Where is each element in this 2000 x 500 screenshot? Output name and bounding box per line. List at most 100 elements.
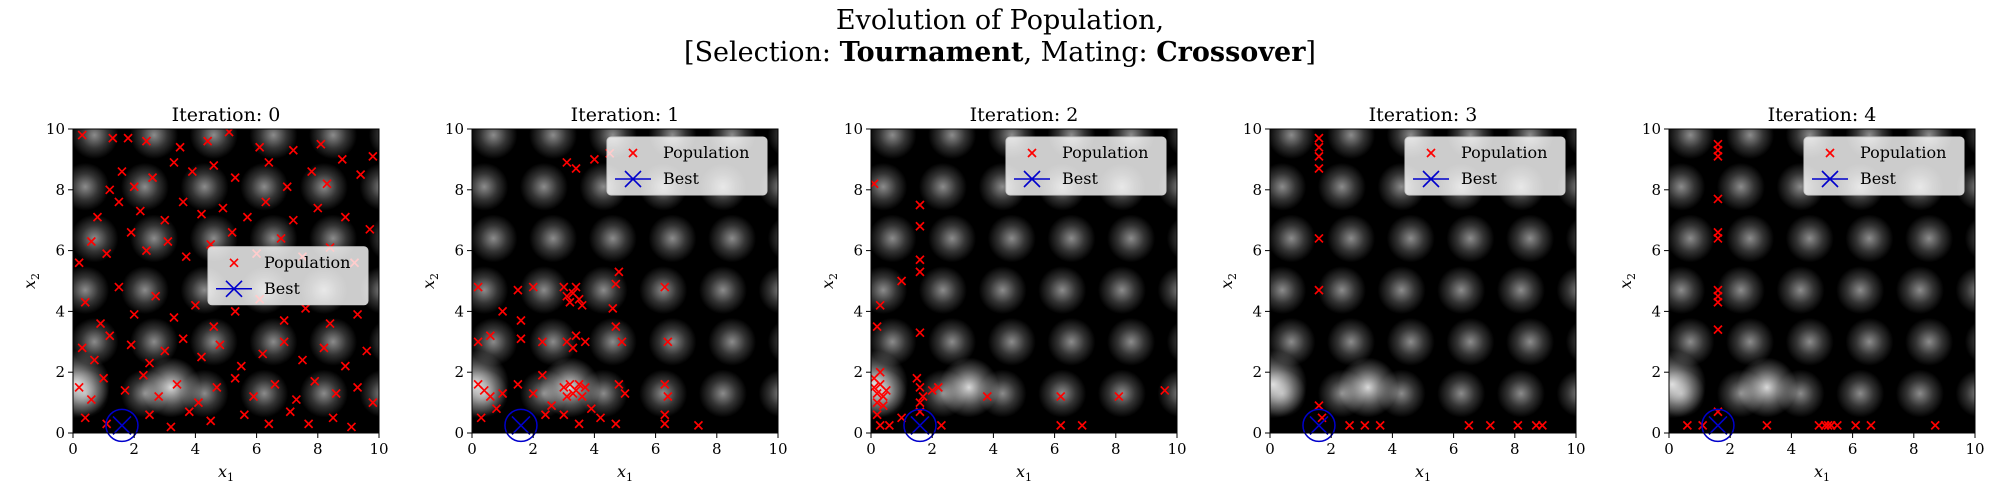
x-axis-label: x1 — [1415, 462, 1431, 484]
panel-title: Iteration: 3 — [1369, 104, 1478, 126]
best-point — [1708, 415, 1728, 435]
landscape-spot — [1377, 266, 1426, 315]
x-axis-label: x1 — [218, 462, 234, 484]
plot-frame — [1269, 128, 1577, 434]
y-tick-label: 4 — [55, 302, 65, 320]
y-tick-label: 2 — [1252, 363, 1262, 381]
landscape-spot — [472, 129, 518, 160]
y-tick-label: 4 — [1651, 302, 1661, 320]
legend-population-label: Population — [1860, 143, 1946, 162]
population-point — [181, 252, 191, 262]
y-axis-label-subscript: 2 — [29, 273, 42, 280]
population-point — [571, 331, 581, 341]
x-axis-label-subscript: 1 — [626, 471, 633, 484]
best-point — [910, 415, 930, 435]
x-tick-label: 4 — [1388, 440, 1398, 458]
population-point — [881, 385, 891, 396]
legend-best-label: Best — [1860, 169, 1896, 188]
population-point — [328, 413, 338, 423]
y-axis-label: x2 — [20, 273, 42, 289]
population-point — [660, 410, 670, 420]
x-tick-label: 8 — [313, 440, 323, 458]
y-tick-label: 10 — [844, 120, 863, 138]
population-point — [206, 416, 216, 426]
best-marker-circle — [903, 408, 937, 443]
x-tick-label: 10 — [1566, 440, 1585, 458]
population-point — [270, 379, 280, 389]
legend: Population Best — [606, 136, 768, 196]
landscape-spot — [180, 162, 229, 211]
population-point — [160, 215, 170, 225]
landscape-peak — [1337, 357, 1398, 418]
landscape-spot — [1270, 214, 1316, 263]
legend-box — [1803, 136, 1965, 196]
population-point — [144, 410, 155, 420]
population-point — [129, 182, 139, 192]
legend-box — [1005, 136, 1167, 196]
population-point — [562, 391, 572, 402]
population-point — [559, 410, 569, 420]
population-point — [319, 343, 329, 353]
landscape-peak — [73, 350, 111, 419]
panel-title: Iteration: 0 — [172, 104, 281, 126]
landscape-peak — [472, 350, 510, 419]
y-tick-label: 8 — [454, 181, 464, 199]
landscape-spot — [871, 214, 917, 263]
population-point — [86, 236, 96, 247]
landscape-spot — [1506, 317, 1555, 366]
landscape-spot — [1327, 317, 1376, 366]
landscape-spot — [1107, 317, 1156, 366]
landscape-spot — [1038, 369, 1087, 418]
x-axis-label: x1 — [617, 462, 633, 484]
population-point — [92, 212, 103, 222]
population-point — [485, 331, 495, 341]
landscape-spot — [1669, 162, 1706, 211]
landscape-spot — [1166, 129, 1177, 155]
population-series — [871, 179, 1170, 431]
population-point — [875, 420, 885, 431]
landscape-spot — [758, 266, 778, 314]
population-point — [77, 130, 87, 140]
population-point — [473, 282, 483, 292]
landscape-spot — [918, 266, 967, 315]
population-point — [540, 410, 551, 420]
population-point — [1056, 391, 1066, 402]
population-point — [577, 300, 587, 310]
y-tick-label: 0 — [853, 424, 863, 442]
x-tick-label: 0 — [1664, 440, 1674, 458]
population-point — [178, 334, 188, 344]
population-series — [74, 129, 378, 432]
y-tick-label: 2 — [55, 363, 65, 381]
population-point — [663, 391, 673, 402]
population-point — [982, 391, 992, 402]
landscape-spot — [472, 266, 509, 315]
landscape-spot — [529, 129, 578, 160]
population-point — [1314, 142, 1324, 152]
population-point — [337, 154, 347, 165]
population-point — [141, 136, 152, 146]
landscape-spot — [368, 218, 379, 259]
landscape-spot — [1317, 162, 1366, 211]
landscape-peak — [938, 357, 999, 418]
landscape-spot — [1556, 266, 1576, 314]
y-tick-label: 4 — [853, 302, 863, 320]
population-point — [1077, 420, 1087, 431]
landscape-spot — [1107, 214, 1156, 263]
population-point — [476, 413, 486, 423]
chart-panel-4: 0 2 4 6 8 10 0 2 4 6 8 10 Iteration: 4 x1 x2 Population… — [1616, 104, 1985, 484]
landscape-spot — [1565, 322, 1576, 362]
landscape-spot — [1776, 266, 1825, 315]
population-point — [491, 404, 502, 414]
population-point — [368, 397, 378, 408]
landscape-spot — [1166, 218, 1177, 259]
population-point — [620, 388, 630, 399]
figure-title-line1: Evolution of Population, — [835, 5, 1165, 36]
landscape-spot — [529, 214, 578, 263]
population-point — [660, 419, 670, 429]
panel-title: Iteration: 1 — [571, 104, 680, 126]
chart-panel-0: 0 2 4 6 8 10 0 2 4 6 8 10 Iteration: 0 x1 x2 Population… — [20, 104, 389, 484]
population-point — [95, 318, 106, 329]
chart-panel-3: 0 2 4 6 8 10 0 2 4 6 8 10 Iteration: 3 x1 x2 Population… — [1217, 104, 1586, 484]
population-point — [365, 224, 375, 234]
landscape-spot — [1446, 317, 1495, 366]
